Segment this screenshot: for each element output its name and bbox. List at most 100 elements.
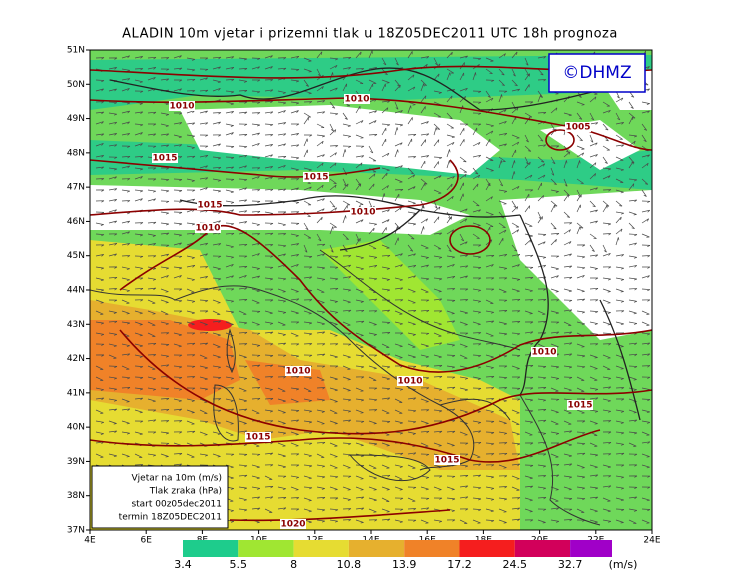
- wind-arrow: [173, 431, 183, 434]
- wind-arrow: [329, 222, 337, 228]
- wind-arrow: [589, 209, 598, 213]
- wind-arrow: [550, 398, 560, 401]
- wind-arrow: [316, 216, 323, 224]
- wind-arrow: [511, 79, 518, 87]
- isobar-label-bg: [350, 207, 376, 217]
- wind-arrow: [329, 87, 338, 92]
- wind-arrow: [225, 156, 235, 160]
- wind-arrow: [212, 166, 222, 170]
- wind-arrow: [394, 486, 403, 491]
- wind-arrow: [368, 183, 375, 191]
- wind-arrow: [394, 127, 399, 136]
- wind-arrow: [148, 123, 157, 126]
- wind-arrow: [277, 110, 286, 114]
- wind-arrow: [381, 123, 391, 127]
- wind-arrow: [394, 464, 403, 468]
- wind-arrow: [485, 288, 495, 291]
- wind-arrow: [264, 123, 274, 127]
- wind-arrow: [602, 205, 608, 213]
- wind-arrow: [342, 497, 351, 501]
- wind-arrow: [563, 241, 572, 246]
- wind-arrow: [485, 90, 491, 98]
- wind-arrow: [134, 123, 144, 127]
- wind-arrow: [589, 474, 599, 477]
- wind-arrow: [108, 354, 117, 359]
- wind-arrow: [615, 237, 620, 246]
- wind-arrow: [277, 497, 287, 500]
- wind-arrow: [355, 200, 364, 206]
- wind-arrow: [330, 365, 339, 368]
- wind-arrow: [329, 332, 338, 337]
- wind-arrow: [212, 365, 222, 369]
- wind-arrow: [381, 152, 390, 158]
- wind-arrow: [563, 365, 573, 369]
- wind-arrow: [589, 266, 598, 270]
- wind-arrow: [498, 288, 507, 293]
- wind-arrow: [498, 310, 508, 313]
- wind-arrow: [329, 387, 338, 392]
- wind-arrow: [329, 442, 338, 447]
- wind-arrow: [290, 263, 299, 268]
- wind-arrow: [238, 365, 248, 368]
- wind-arrow: [303, 79, 309, 87]
- wind-arrow: [225, 90, 235, 94]
- wind-arrow: [291, 508, 300, 511]
- wind-arrow: [459, 167, 467, 173]
- wind-arrow: [485, 409, 494, 413]
- wind-arrow: [290, 167, 299, 172]
- wind-arrow: [420, 398, 429, 403]
- wind-arrow: [264, 89, 274, 92]
- wind-arrow: [641, 365, 651, 368]
- wind-arrow: [420, 277, 430, 281]
- wind-arrow: [485, 97, 494, 103]
- wind-arrow: [303, 486, 313, 490]
- wind-arrow: [615, 497, 624, 502]
- wind-arrow: [200, 57, 209, 60]
- wind-arrow: [264, 66, 273, 70]
- wind-arrow: [316, 365, 326, 368]
- wind-arrow: [563, 519, 573, 522]
- wind-arrow: [446, 244, 452, 253]
- wind-arrow: [108, 188, 118, 191]
- wind-arrow: [407, 452, 417, 455]
- wind-arrow: [641, 486, 651, 489]
- wind-arrow: [121, 310, 130, 315]
- wind-arrow: [394, 189, 404, 192]
- wind-arrow: [589, 508, 598, 513]
- wind-arrow: [407, 397, 417, 400]
- wind-arrow: [238, 464, 248, 468]
- wind-arrow: [225, 56, 235, 59]
- wind-arrow: [121, 145, 131, 148]
- wind-arrow: [589, 122, 599, 125]
- wind-arrow: [641, 497, 650, 502]
- wind-arrow: [238, 420, 247, 425]
- wind-arrow: [316, 486, 325, 490]
- wind-arrow: [225, 310, 235, 314]
- wind-arrow: [121, 453, 130, 458]
- wind-arrow: [186, 198, 196, 202]
- wind-arrow: [329, 184, 337, 191]
- wind-arrow: [524, 193, 530, 202]
- wind-arrow: [602, 109, 611, 114]
- legend-line: Tlak zraka (hPa): [149, 487, 222, 497]
- wind-arrow: [563, 420, 572, 425]
- wind-arrow: [264, 486, 274, 489]
- wind-arrow: [238, 178, 248, 182]
- wind-arrow: [550, 299, 560, 302]
- wind-arrow: [537, 112, 547, 115]
- wind-arrow: [147, 111, 157, 115]
- wind-arrow: [134, 189, 144, 193]
- wind-arrow: [589, 112, 595, 121]
- wind-arrow: [121, 398, 130, 403]
- wind-arrow: [511, 88, 521, 92]
- wind-arrow: [108, 253, 117, 257]
- wind-arrow: [303, 233, 312, 239]
- wind-arrow: [108, 365, 118, 369]
- wind-arrow: [121, 165, 131, 169]
- wind-arrow: [394, 343, 403, 348]
- wind-arrow: [524, 161, 531, 169]
- wind-arrow: [355, 519, 364, 524]
- wind-arrow: [485, 442, 495, 446]
- wind-arrow: [472, 463, 482, 467]
- wind-arrow: [121, 353, 131, 356]
